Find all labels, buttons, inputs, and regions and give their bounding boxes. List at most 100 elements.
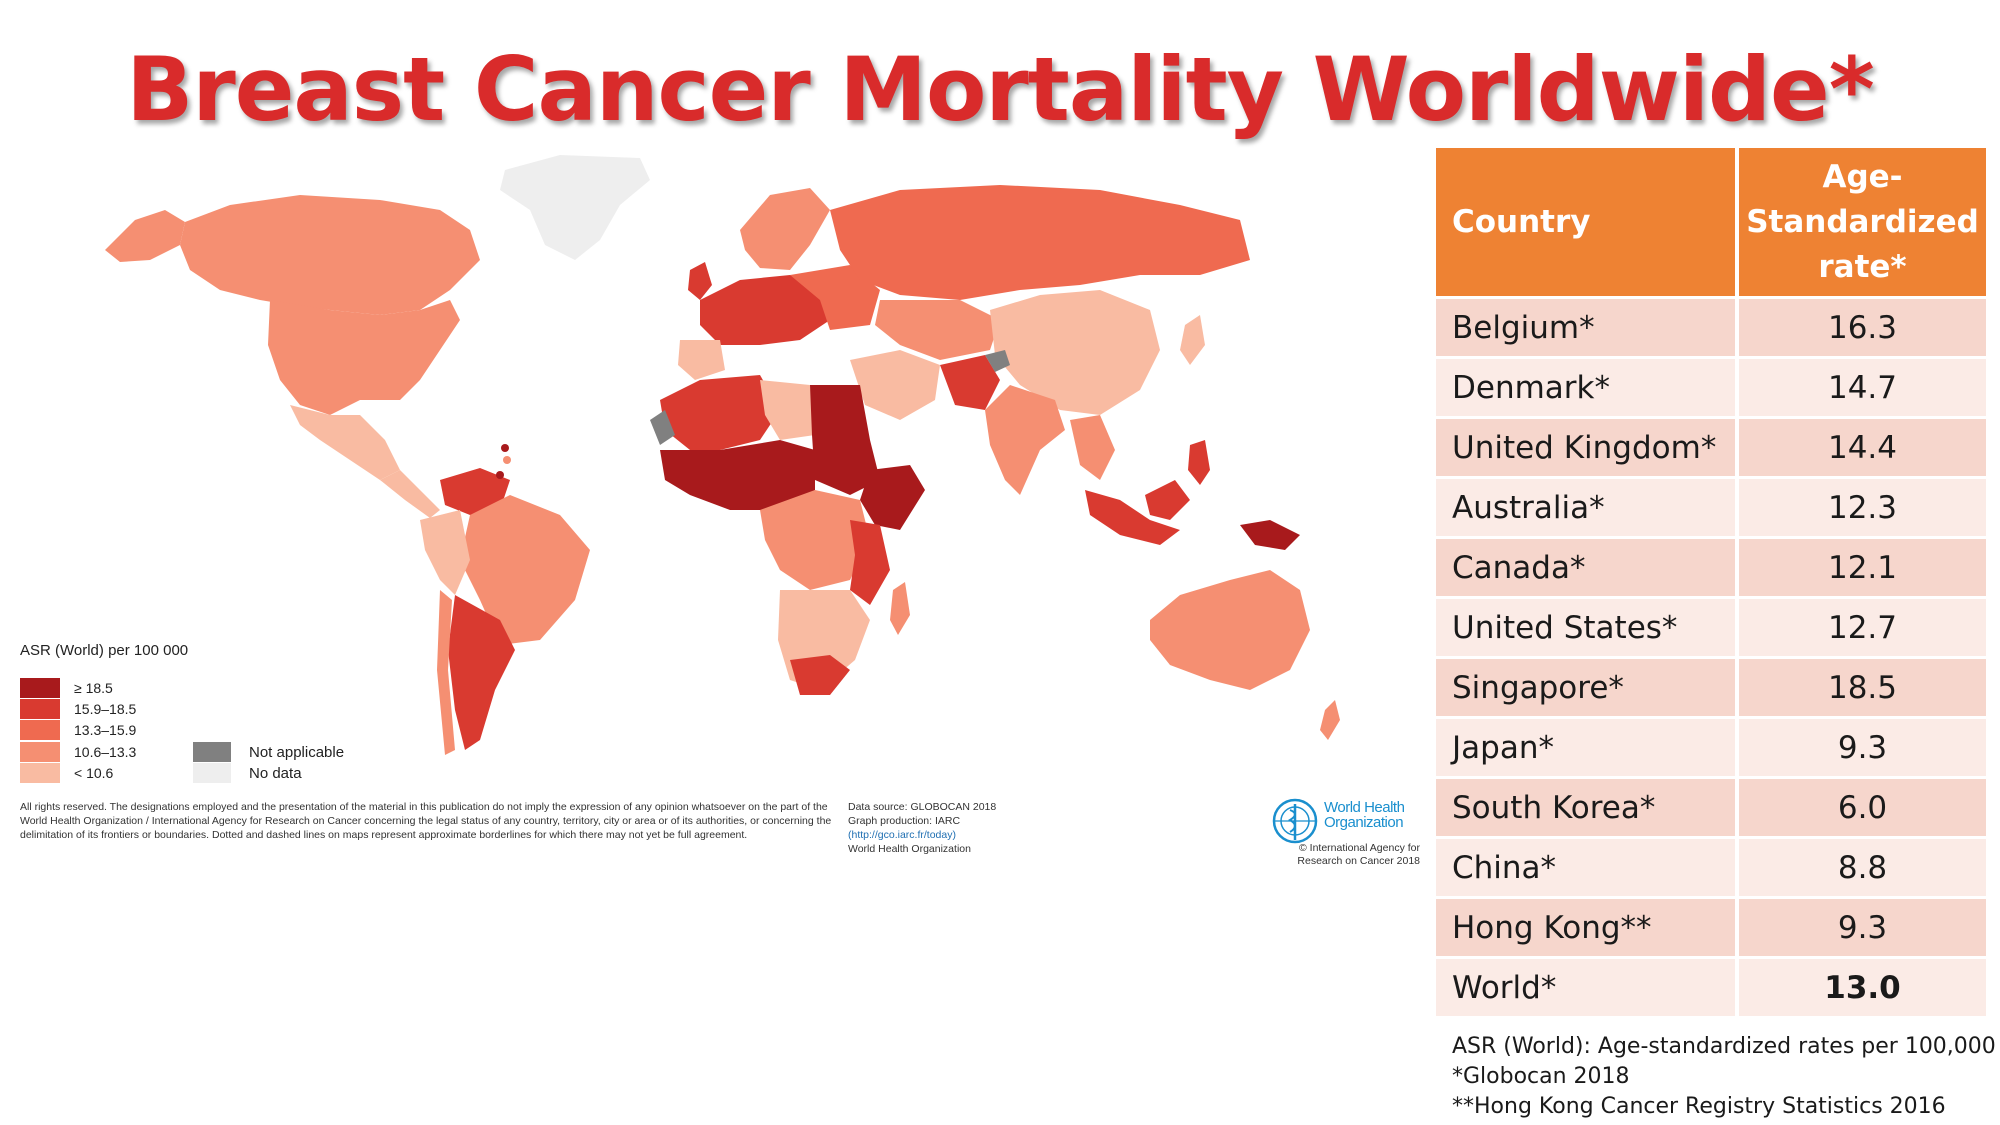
cell-rate: 9.3 <box>1737 896 1986 958</box>
legend-swatch <box>20 763 60 783</box>
region-libya <box>760 380 815 440</box>
cell-country: Australia* <box>1436 476 1739 538</box>
table-row: South Korea* 6.0 <box>1436 776 1986 838</box>
cell-country: World* <box>1436 956 1739 1016</box>
table-row: Denmark* 14.7 <box>1436 356 1986 418</box>
region-iberia <box>678 340 725 380</box>
region-argentina <box>448 595 515 750</box>
table-row: World* 13.0 <box>1436 956 1986 1016</box>
who-copyright: © International Agency for Research on C… <box>1272 842 1420 868</box>
cell-country: United Kingdom* <box>1436 416 1739 478</box>
marker-caribbean-3 <box>496 471 504 479</box>
legend-row-class-3: 13.3–15.9 <box>20 720 136 740</box>
legend-row-no-data: No data <box>193 763 302 783</box>
header-country: Country <box>1436 148 1739 298</box>
region-eastern-europe <box>790 265 880 330</box>
source-line: World Health Organization <box>848 843 971 855</box>
table-row: Australia* 12.3 <box>1436 476 1986 538</box>
region-philippines <box>1188 440 1210 485</box>
cell-rate: 12.1 <box>1737 536 1986 598</box>
region-western-europe <box>700 275 830 345</box>
who-name-line: Organization <box>1324 814 1404 831</box>
region-usa <box>268 300 460 415</box>
cell-country: China* <box>1436 836 1739 898</box>
legend-label: ≥ 18.5 <box>74 680 113 696</box>
legend-swatch <box>20 678 60 698</box>
cell-rate: 14.4 <box>1737 416 1986 478</box>
region-sahel <box>660 440 815 510</box>
region-central-africa <box>760 490 870 590</box>
note-line: *Globocan 2018 <box>1452 1064 1630 1089</box>
region-australia <box>1150 570 1310 690</box>
table-row: Belgium* 16.3 <box>1436 296 1986 358</box>
legend-swatch <box>193 763 231 783</box>
table-row: China* 8.8 <box>1436 836 1986 898</box>
world-map <box>105 155 1340 755</box>
region-canada <box>180 195 480 315</box>
region-egypt-sudan <box>810 385 880 495</box>
legend-label: 13.3–15.9 <box>74 722 137 738</box>
region-north-africa-west <box>660 375 780 450</box>
who-emblem-icon <box>1272 798 1318 844</box>
cell-rate: 6.0 <box>1737 776 1986 838</box>
region-horn-of-africa <box>860 465 925 530</box>
cell-rate: 16.3 <box>1737 296 1986 358</box>
source-line: Graph production: IARC <box>848 815 961 827</box>
region-alaska <box>105 210 185 262</box>
region-southeast-asia <box>1070 415 1115 480</box>
cell-country: South Korea* <box>1436 776 1739 838</box>
cell-rate: 13.0 <box>1737 956 1986 1016</box>
header-rate: Age-Standardized rate* <box>1737 148 1986 298</box>
region-madagascar <box>890 582 910 635</box>
region-russia <box>830 185 1250 300</box>
copyright-line: © International Agency for <box>1299 842 1420 854</box>
page-title: Breast Cancer Mortality Worldwide* <box>126 38 1874 141</box>
rates-table: Country Age-Standardized rate* Belgium* 1… <box>1436 148 1986 1016</box>
region-andes <box>420 510 470 595</box>
legend-swatch <box>20 720 60 740</box>
cell-country: Singapore* <box>1436 656 1739 718</box>
region-indonesia <box>1085 490 1180 545</box>
map-disclaimer: All rights reserved. The designations em… <box>20 801 832 841</box>
region-china <box>990 290 1160 415</box>
region-pakistan <box>940 355 1000 410</box>
cell-country: Hong Kong** <box>1436 896 1739 958</box>
note-line: ASR (World): Age-standardized rates per … <box>1452 1034 1996 1059</box>
region-central-asia <box>875 300 1000 360</box>
region-kashmir <box>985 350 1010 372</box>
legend-swatch <box>193 742 231 762</box>
table-header-row: Country Age-Standardized rate* <box>1436 148 1986 298</box>
source-link[interactable]: (http://gco.iarc.fr/today) <box>848 829 956 841</box>
region-uk <box>688 262 712 300</box>
legend-label: 10.6–13.3 <box>74 744 137 760</box>
legend-label: < 10.6 <box>74 765 114 781</box>
cell-rate: 12.7 <box>1737 596 1986 658</box>
legend-row-class-1: ≥ 18.5 <box>20 678 113 698</box>
table-row: Singapore* 18.5 <box>1436 656 1986 718</box>
region-scandinavia <box>740 188 830 270</box>
cell-rate: 12.3 <box>1737 476 1986 538</box>
region-middle-east <box>850 350 940 420</box>
source-line: Data source: GLOBOCAN 2018 <box>848 801 997 813</box>
copyright-line: Research on Cancer 2018 <box>1297 855 1420 867</box>
region-new-zealand <box>1320 700 1340 740</box>
region-png <box>1240 520 1300 550</box>
region-mexico <box>290 405 400 480</box>
legend-row-not-applicable: Not applicable <box>193 742 344 762</box>
region-borneo <box>1145 480 1190 520</box>
table-row: Hong Kong** 9.3 <box>1436 896 1986 958</box>
cell-rate: 18.5 <box>1737 656 1986 718</box>
region-greenland <box>500 155 650 260</box>
table-row: Japan* 9.3 <box>1436 716 1986 778</box>
data-source: Data source: GLOBOCAN 2018 Graph product… <box>848 800 1048 856</box>
who-name-line: World Health <box>1324 799 1405 816</box>
region-india <box>985 385 1065 495</box>
region-central-america <box>380 470 440 518</box>
who-name: World Health Organization <box>1324 799 1405 831</box>
legend-row-class-5: < 10.6 <box>20 763 113 783</box>
table-row: United Kingdom* 14.4 <box>1436 416 1986 478</box>
who-logo-block: World Health Organization © Internationa… <box>1272 792 1422 872</box>
marker-caribbean-2 <box>503 456 511 464</box>
cell-country: Belgium* <box>1436 296 1739 358</box>
legend-label: Not applicable <box>249 743 345 761</box>
